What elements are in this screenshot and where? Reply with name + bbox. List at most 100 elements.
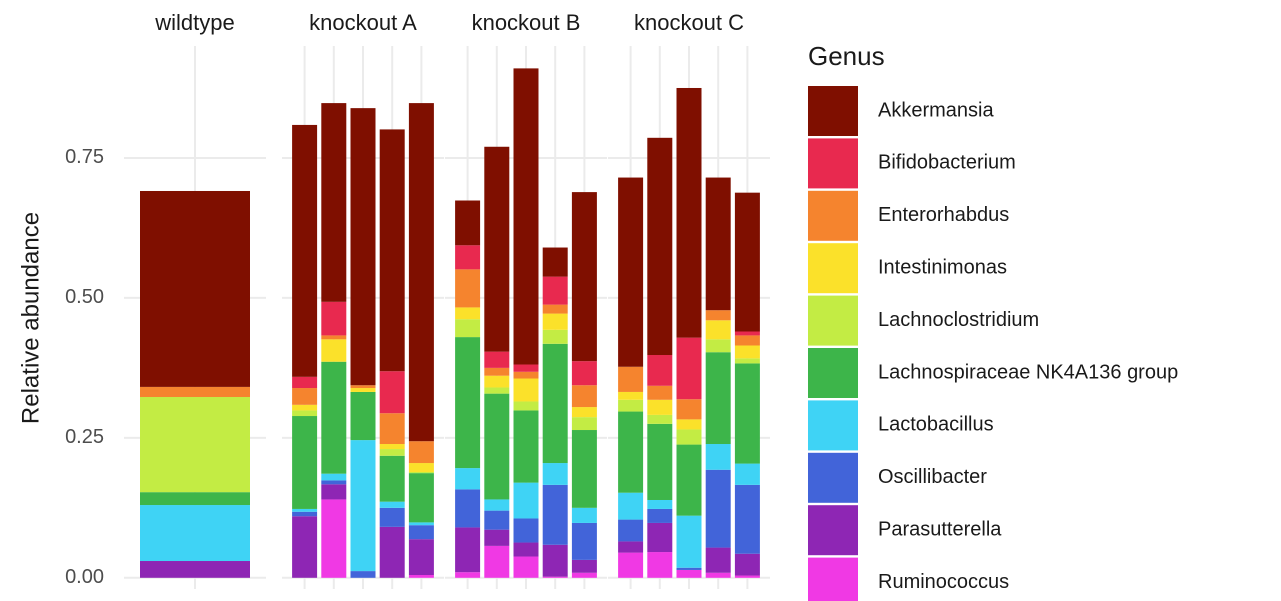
bar-segment [484,545,510,578]
bar-segment [571,559,597,573]
bar-segment [618,552,644,578]
bar-segment [542,544,568,577]
bar-segment [513,518,539,543]
bar-segment [676,429,702,445]
bar-segment [292,404,318,411]
bar-segment [484,499,510,511]
legend-label: Akkermansia [878,99,994,121]
facet-title: knockout C [634,10,744,35]
bar-segment [379,413,405,445]
bar-segment [350,571,376,578]
bar-segment [734,335,760,346]
bar-segment [513,364,539,372]
bar-segment [734,463,760,485]
bar-segment [140,505,250,562]
legend-swatch [808,505,858,556]
bar-segment [350,391,376,441]
bar-segment [321,103,347,302]
bar-segment [571,192,597,362]
bar-segment [455,468,481,490]
y-tick-label: 0.25 [65,426,104,448]
bar-segment [647,552,673,578]
bar-segment [379,501,405,508]
bar-segment [484,393,510,500]
bar-segment [321,484,347,500]
bar-segment [408,441,434,464]
facet-title: knockout B [472,10,581,35]
bar-segment [705,444,731,470]
bar-segment [542,304,568,314]
bar-segment [542,576,568,578]
bar-segment [647,423,673,500]
bar-segment [408,463,434,473]
bar-segment [618,519,644,542]
bar-segment [734,192,760,332]
bar-segment [408,525,434,540]
bar-segment [379,129,405,372]
bar-segment [676,569,702,578]
legend-swatch [808,348,858,398]
bar-segment [571,572,597,578]
bar-segment [647,508,673,523]
bar-segment [647,499,673,509]
bar-segment [513,378,539,402]
y-tick-label: 0.50 [65,286,104,308]
bar-segment [705,320,731,340]
legend-label: Oscillibacter [878,466,987,488]
bar-segment [408,539,434,576]
bar-segment [647,399,673,415]
legend-label: Intestinimonas [878,256,1007,278]
bar-segment [379,449,405,456]
bar-segment [734,345,760,359]
bar-segment [513,68,539,365]
bar-segment [321,499,347,578]
bar-segment [647,355,673,386]
bar-segment [292,124,318,377]
bar-segment [140,561,250,578]
bar-segment [571,507,597,523]
y-tick-label: 0.00 [65,566,104,588]
bar-segment [513,410,539,483]
bar-segment [542,329,568,344]
legend-swatch [808,400,858,451]
bar-segment [676,337,702,400]
bar-segment [734,575,760,578]
bar-segment [705,572,731,578]
legend-swatch [808,452,858,503]
bar-segment [542,313,568,330]
bar-segment [484,529,510,546]
bar-segment [513,401,539,411]
facet-title: knockout A [309,10,417,35]
y-tick-label: 0.75 [65,146,104,168]
bar-segment [676,567,702,570]
bar-segment [292,376,318,389]
bar-segment [408,522,434,526]
bar-segment [379,444,405,450]
bar-segment [618,391,644,400]
bar-segment [350,108,376,386]
bar-segment [618,366,644,392]
legend-label: Bifidobacterium [878,152,1016,174]
bar-segment [571,430,597,508]
bar-segment [618,411,644,493]
bar-segment [542,276,568,305]
bar-segment [734,484,760,554]
bar-segment [292,508,318,512]
bar-segment [455,245,481,270]
bar-segment [618,492,644,520]
bar-segment [571,407,597,418]
bar-segment [676,399,702,420]
bar-segment [647,137,673,356]
bar-segment [292,410,318,417]
bar-segment [705,547,731,573]
facet-title: wildtype [154,10,234,35]
legend-label: Lachnospiraceae NK4A136 group [878,361,1178,383]
bar-segment [513,542,539,557]
bar-segment [292,511,318,517]
bar-segment [571,361,597,386]
legend-label: Enterorhabdus [878,204,1009,226]
bar-segment [455,337,481,469]
bar-segment [542,343,568,464]
bar-segment [484,510,510,530]
